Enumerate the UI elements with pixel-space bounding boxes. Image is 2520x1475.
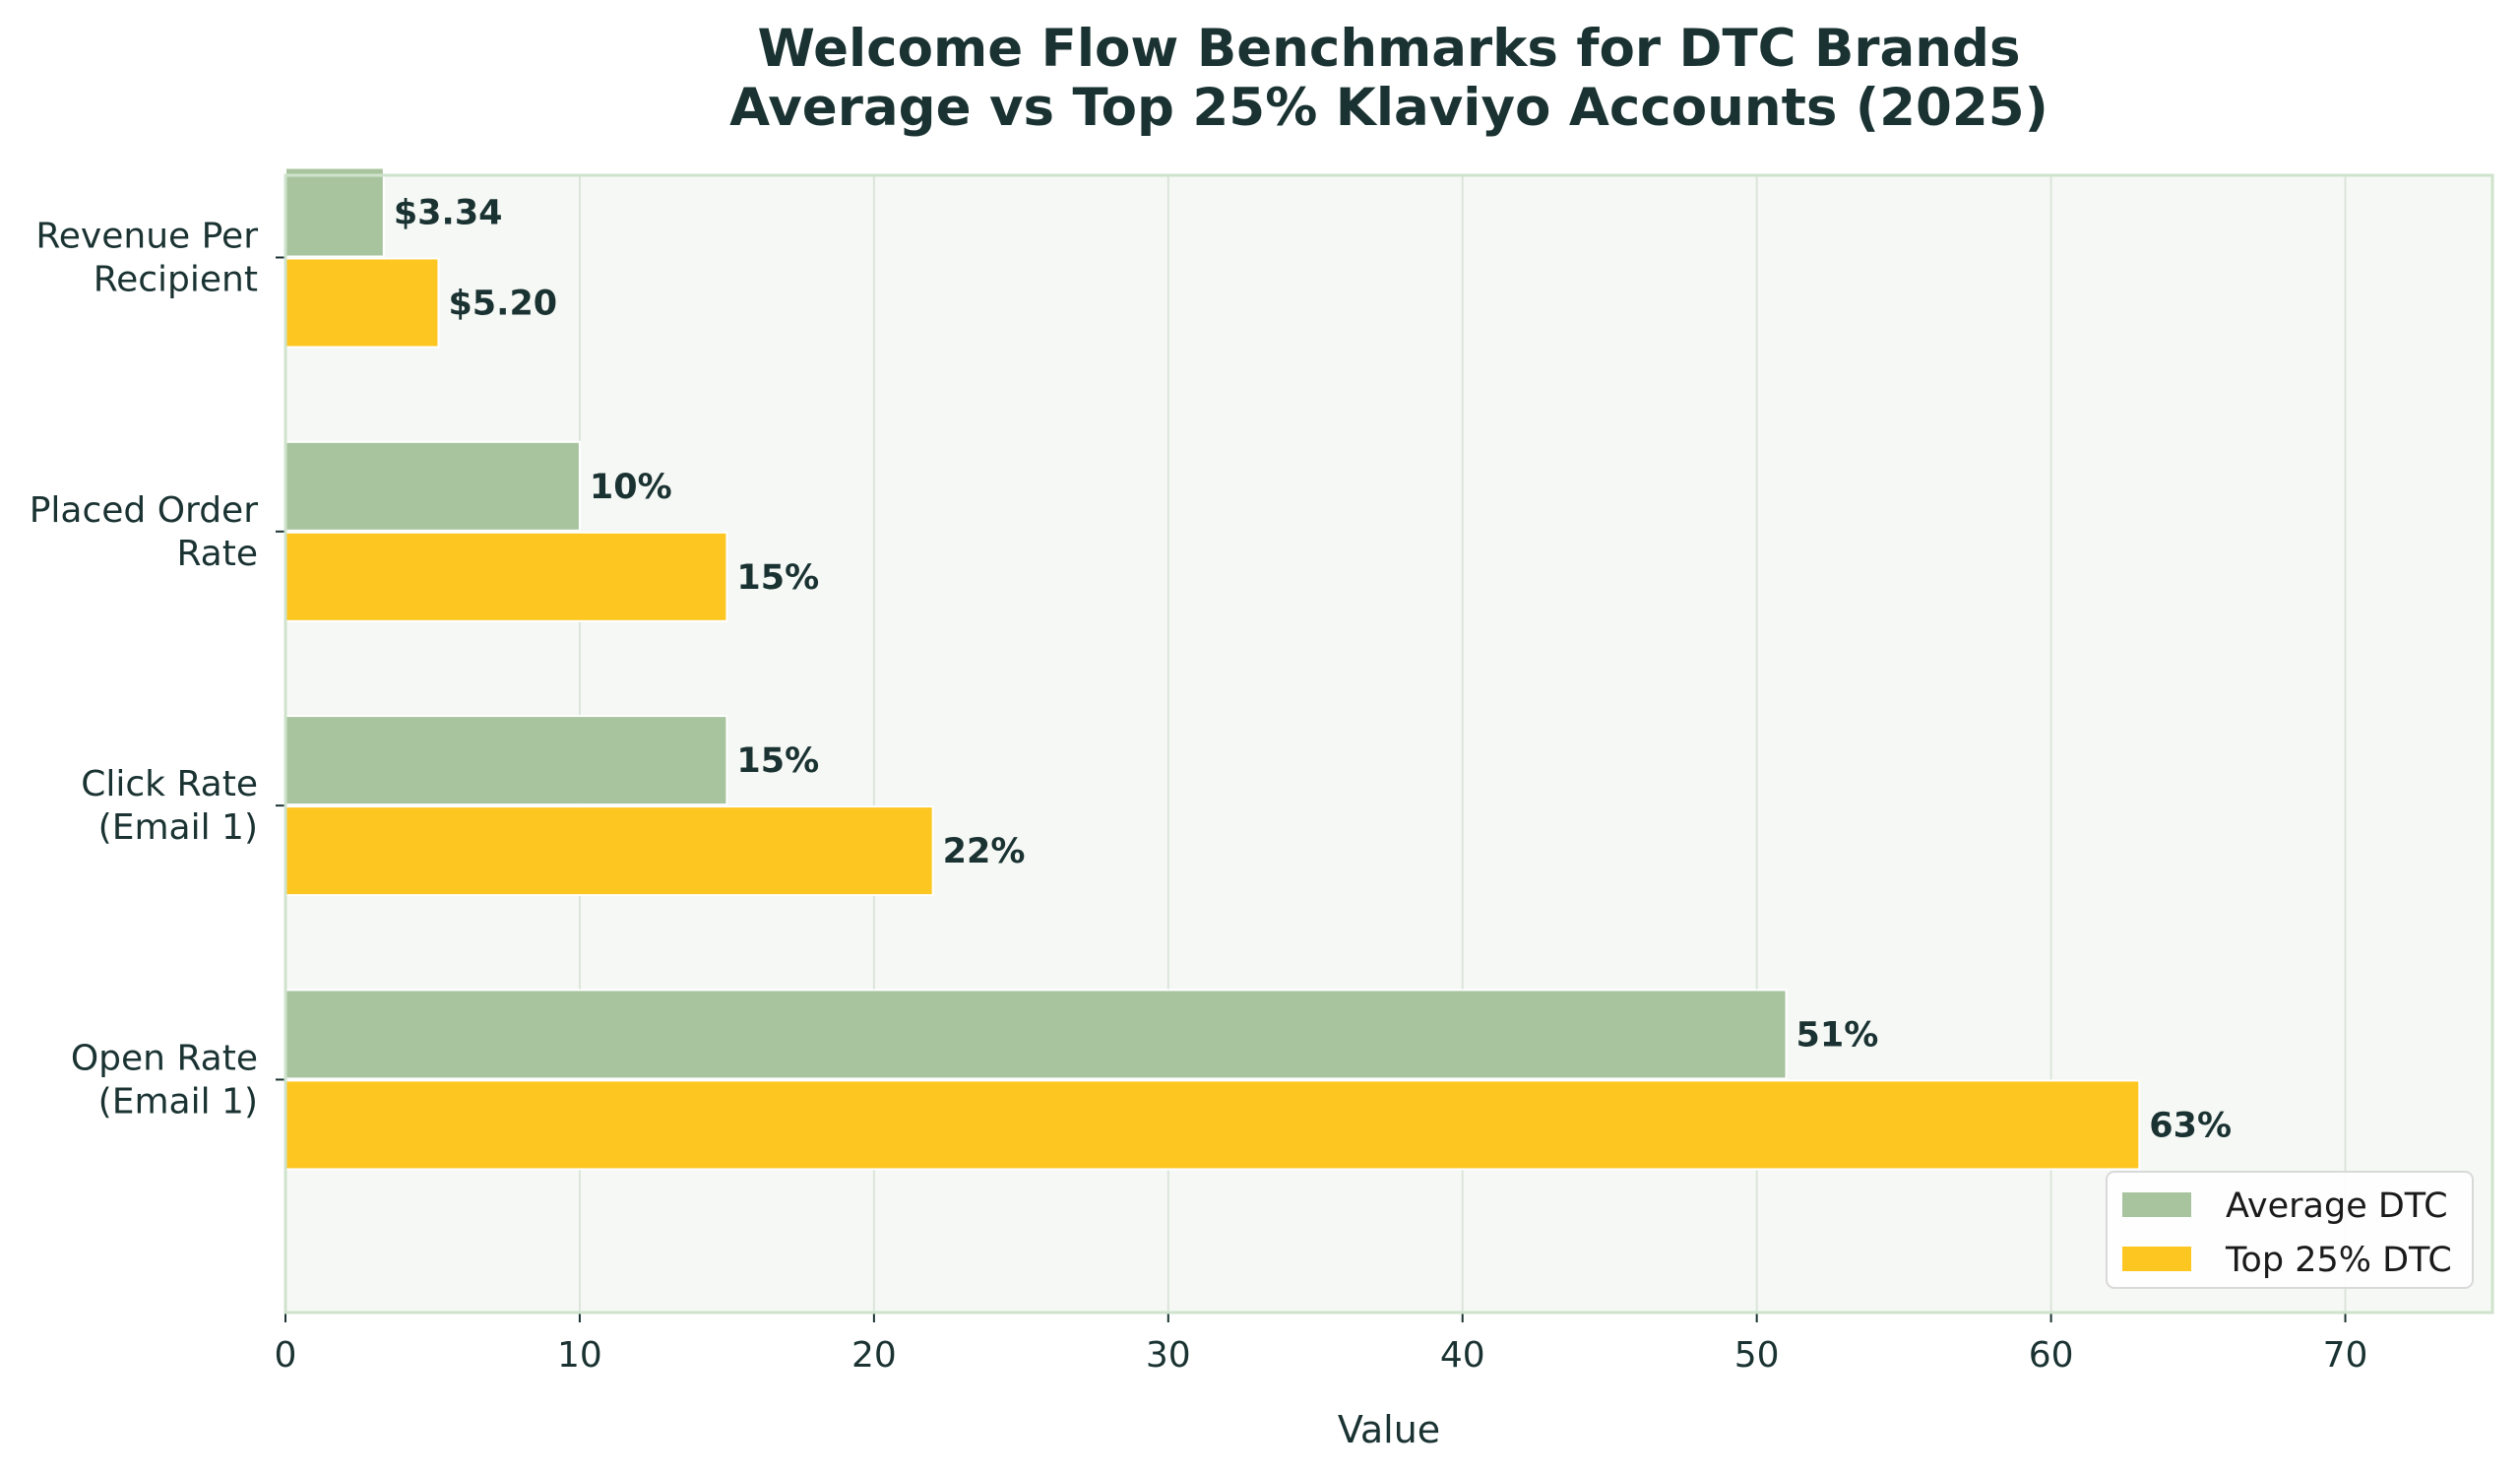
data-labels: 51% 63% 15% 22% 10% 15% $3.34 $5.20 xyxy=(394,193,2232,1145)
data-label-average-revenue-per-recipient: $3.34 xyxy=(394,193,503,232)
x-axis-label: Value xyxy=(1338,1408,1440,1451)
bar-average-open-rate-email-1 xyxy=(284,989,1788,1080)
legend-swatch-top25 xyxy=(2122,1247,2191,1271)
data-label-top25-revenue-per-recipient: $5.20 xyxy=(448,284,557,323)
category-label-open-rate-email-1-line-1: (Email 1) xyxy=(98,1081,258,1122)
x-tick-label-0: 0 xyxy=(275,1335,297,1376)
x-tick-label-20: 20 xyxy=(851,1335,897,1376)
category-label-revenue-per-recipient-line-1: Recipient xyxy=(94,259,258,299)
category-label-click-rate-email-1-line-1: (Email 1) xyxy=(98,807,258,848)
bar-top25-revenue-per-recipient xyxy=(284,257,440,349)
bar-average-click-rate-email-1 xyxy=(284,715,728,806)
chart-subtitle: Average vs Top 25% Klaviyo Accounts (202… xyxy=(729,78,2048,138)
category-label-revenue-per-recipient-line-0: Revenue Per xyxy=(35,216,258,256)
bar-average-revenue-per-recipient xyxy=(284,166,385,258)
plot-frame xyxy=(284,173,2494,1315)
chart-title: Welcome Flow Benchmarks for DTC Brands xyxy=(758,19,2021,79)
category-label-placed-order-rate-line-0: Placed Order xyxy=(30,490,259,531)
legend-box xyxy=(2106,1171,2474,1289)
x-tick-label-40: 40 xyxy=(1440,1335,1485,1376)
data-label-average-click-rate-email-1: 15% xyxy=(736,741,819,781)
x-tick-label-70: 70 xyxy=(2323,1335,2368,1376)
data-label-top25-click-rate-email-1: 22% xyxy=(943,832,1026,871)
bars xyxy=(284,166,2141,1171)
data-label-average-placed-order-rate: 10% xyxy=(590,468,672,507)
bar-top25-click-rate-email-1 xyxy=(284,805,934,897)
bar-average-placed-order-rate xyxy=(284,440,581,532)
legend-label-average: Average DTC xyxy=(2226,1186,2448,1226)
x-tick-label-50: 50 xyxy=(1734,1335,1780,1376)
legend-swatch-average xyxy=(2122,1192,2191,1217)
data-label-top25-placed-order-rate: 15% xyxy=(736,558,819,598)
data-label-top25-open-rate-email-1: 63% xyxy=(2149,1106,2232,1145)
bar-top25-placed-order-rate xyxy=(284,531,728,622)
legend: Average DTC Top 25% DTC xyxy=(2106,1171,2474,1289)
data-label-average-open-rate-email-1: 51% xyxy=(1796,1015,1879,1055)
category-label-placed-order-rate-line-1: Rate xyxy=(176,534,258,574)
category-label-open-rate-email-1-line-0: Open Rate xyxy=(71,1038,258,1078)
x-tick-label-60: 60 xyxy=(2029,1335,2074,1376)
bar-top25-open-rate-email-1 xyxy=(284,1079,2141,1171)
category-label-click-rate-email-1-line-0: Click Rate xyxy=(81,764,258,804)
legend-label-top25: Top 25% DTC xyxy=(2225,1241,2452,1280)
x-tick-label-30: 30 xyxy=(1146,1335,1191,1376)
x-tick-label-10: 10 xyxy=(557,1335,602,1376)
